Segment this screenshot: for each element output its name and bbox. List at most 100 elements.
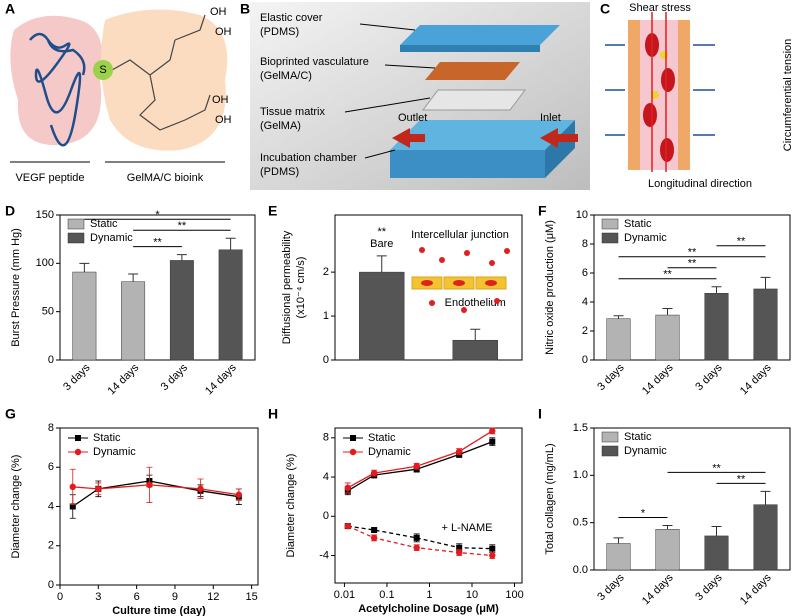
plot-frame <box>593 427 791 571</box>
chamber-top <box>390 120 575 150</box>
cell <box>651 91 659 99</box>
nucleus <box>453 280 465 286</box>
legend-swatch <box>601 445 619 457</box>
bar <box>606 543 631 571</box>
x-tick-label: 14 days <box>203 361 239 397</box>
y-tick-label: 4 <box>582 296 588 308</box>
y-tick-label: 0 <box>323 510 329 522</box>
plot-frame <box>593 214 791 361</box>
x-tick-label: 14 days <box>738 571 774 607</box>
molecule <box>439 257 445 263</box>
y-tick-label: 8 <box>323 432 329 444</box>
y-tick-label: 0.5 <box>573 517 588 529</box>
legend-label: Static <box>624 431 652 443</box>
marker <box>455 448 463 455</box>
atom-label: OH <box>210 6 227 18</box>
y-tick-label: 2 <box>48 540 54 552</box>
legend-swatch <box>601 232 619 244</box>
atom-label: S <box>99 64 106 76</box>
significance-label: ** <box>688 247 697 259</box>
significance-label: ** <box>737 236 746 248</box>
tension-arrows <box>605 44 715 136</box>
panel-b: B Outlet Inlet Elastic cover (PDMS) Biop… <box>240 1 590 190</box>
legend-swatch <box>601 431 619 443</box>
y-tick-label: 2 <box>323 266 329 278</box>
panel-label: E <box>268 203 277 219</box>
error-bar <box>470 328 481 341</box>
plot-frame <box>334 214 523 361</box>
panel-c: C Shear stress Circumferential tension L… <box>600 1 794 190</box>
x-tick-label: 3 days <box>61 361 93 393</box>
x-axis-label: Acetylcholine Dosage (μM) <box>358 603 499 615</box>
category-label: Bare <box>370 238 393 250</box>
legend-swatch <box>67 218 85 230</box>
x-tick-label: 12 <box>207 591 219 603</box>
annotation: ** <box>377 226 386 238</box>
marker <box>371 527 378 534</box>
label: Outlet <box>398 112 427 124</box>
error-bar <box>711 286 722 294</box>
molecule <box>419 247 425 253</box>
molecule <box>494 298 500 304</box>
plot-frame <box>59 214 256 361</box>
x-tick-label: 3 days <box>159 361 191 393</box>
y-axis-label: Diameter change (%) <box>285 454 297 558</box>
cell <box>660 51 668 59</box>
bioink-blob <box>101 9 228 151</box>
label: Inlet <box>540 112 561 124</box>
molecule <box>489 260 495 266</box>
marker <box>370 534 378 542</box>
legend-marker <box>74 448 82 456</box>
panel-label: I <box>538 406 542 422</box>
x-tick-label: 9 <box>172 591 178 603</box>
marker <box>456 544 463 551</box>
bar <box>606 318 631 361</box>
atom-label: OH <box>215 114 232 126</box>
x-tick-label: 14 days <box>106 361 142 397</box>
series-line <box>347 525 493 550</box>
y-tick-label: 2 <box>582 325 588 337</box>
x-tick-label: 3 days <box>595 361 627 393</box>
category-label: Endothelium <box>445 297 506 309</box>
error-bar <box>662 525 673 530</box>
panel-label: D <box>5 203 15 219</box>
significance-label: * <box>155 209 160 221</box>
legend-label: Dynamic <box>93 446 136 458</box>
y-tick-label: 4 <box>323 471 329 483</box>
panel-label: H <box>268 406 278 422</box>
cell <box>643 103 657 127</box>
panel-label: C <box>600 1 610 17</box>
peptide-chain <box>29 32 86 147</box>
x-tick-label: 14 days <box>738 361 774 397</box>
atom-label: OH <box>215 26 232 38</box>
panel-label: A <box>5 1 15 17</box>
marker <box>146 481 153 489</box>
label: Bioprinted vasculature <box>260 56 369 68</box>
x-tick-label: 3 days <box>693 571 725 603</box>
marker <box>489 545 496 552</box>
legend-label: Static <box>90 218 118 230</box>
x-tick-label: 1 <box>426 589 432 601</box>
bar <box>704 535 729 571</box>
peptide-blob <box>10 15 103 146</box>
x-tick-label: 10 <box>466 589 478 601</box>
error-bar <box>79 262 90 273</box>
marker <box>413 534 420 541</box>
legend-marker <box>349 448 357 456</box>
x-tick-label: 3 days <box>693 361 725 393</box>
y-tick-label: 1.0 <box>573 469 588 481</box>
marker <box>489 427 496 435</box>
y-tick-label: 1 <box>323 310 329 322</box>
bar <box>655 314 680 361</box>
y-tick-label: 8 <box>48 422 54 434</box>
x-axis-label: Culture time (day) <box>112 605 206 616</box>
y-axis-label: (x10⁻⁴ cm/s) <box>295 257 307 319</box>
label: Longitudinal direction <box>648 178 752 190</box>
x-tick-label: 6 <box>134 591 140 603</box>
legend-label: Dynamic <box>624 232 667 244</box>
y-tick-label: 8 <box>582 238 588 250</box>
error-bar <box>662 308 673 316</box>
marker <box>489 552 496 559</box>
marker <box>69 483 76 491</box>
caption: GelMA/C bioink <box>127 172 204 184</box>
